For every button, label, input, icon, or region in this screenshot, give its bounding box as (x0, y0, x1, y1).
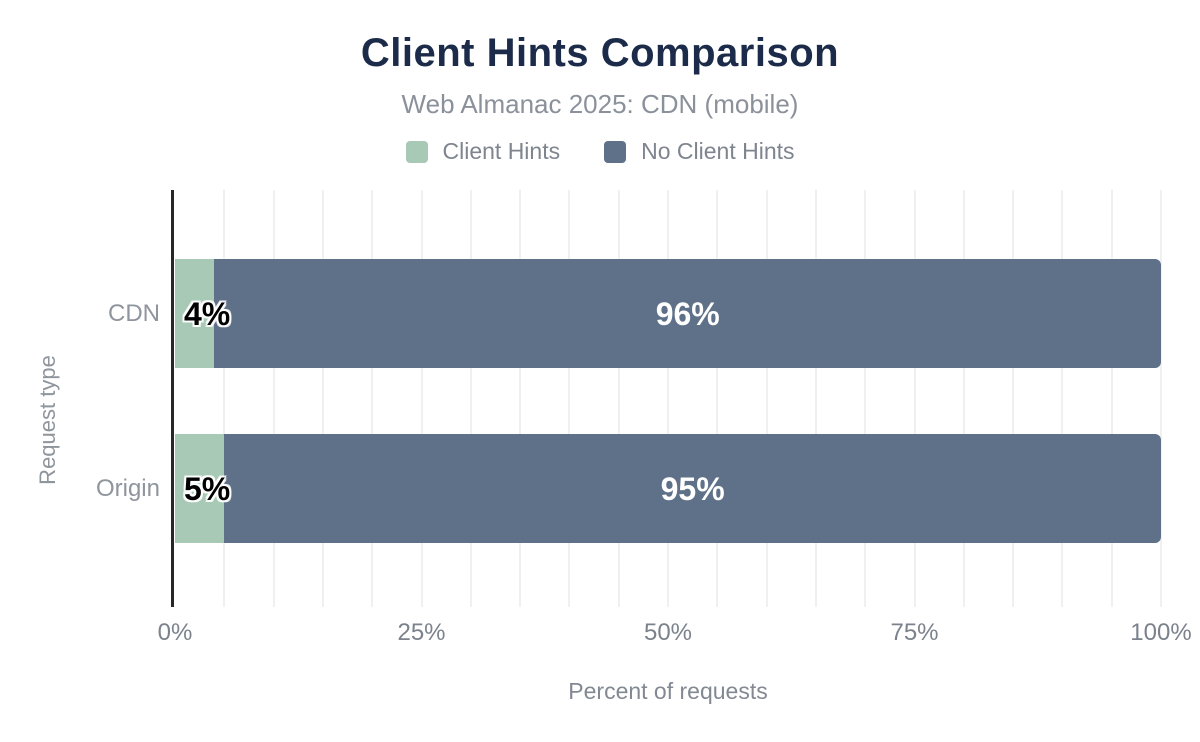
gridline (1160, 190, 1162, 607)
gridline (272, 190, 275, 607)
x-tick-label: 25% (397, 619, 446, 646)
gridline (1110, 190, 1113, 607)
gridline (420, 190, 423, 607)
legend-swatch-no-client-hints (604, 140, 627, 163)
gridline (814, 190, 817, 607)
y-axis-line (171, 190, 174, 607)
legend: Client Hints No Client Hints (0, 138, 1200, 165)
x-tick-label: 0% (157, 619, 193, 646)
gridline (1061, 190, 1064, 607)
x-tick-label: 100% (1130, 619, 1192, 646)
gridline (617, 190, 620, 607)
bar-row-cdn: 4% 96% (175, 259, 1161, 368)
bar-segment-origin-no-client-hints: 95% (224, 434, 1161, 543)
chart-title: Client Hints Comparison (360, 31, 840, 75)
gridline (223, 190, 226, 607)
gridline (716, 190, 719, 607)
legend-label-no-client-hints: No Client Hints (641, 138, 795, 164)
legend-swatch-client-hints (405, 140, 428, 163)
category-label-origin: Origin (95, 474, 160, 502)
bar-value-label: 5% (184, 470, 231, 507)
gridline (371, 190, 374, 607)
gridline (667, 190, 669, 607)
chart-subtitle: Web Almanac 2025: CDN (mobile) (401, 89, 799, 119)
category-label-cdn: CDN (108, 299, 160, 327)
bar-segment-cdn-client-hints: 4% (175, 259, 230, 368)
bar-value-label: 96% (655, 295, 720, 332)
gridline (568, 190, 571, 607)
bar-segment-cdn-no-client-hints: 96% (214, 259, 1161, 368)
gridline (864, 190, 867, 607)
plot-area: 4% 96% 5% 95% 0% 25% 50% 75% 100% (158, 190, 1192, 646)
legend-item-no-client-hints: No Client Hints (604, 138, 795, 165)
gridline (321, 190, 324, 607)
gridline (962, 190, 965, 607)
gridline (913, 190, 916, 607)
x-axis-tick-labels: 0% 25% 50% 75% 100% (158, 190, 1192, 646)
gridline (469, 190, 472, 607)
bar-row-origin: 5% 95% (175, 434, 1161, 543)
gridline (765, 190, 768, 607)
x-axis-title: Percent of requests (568, 678, 768, 704)
legend-item-client-hints: Client Hints (405, 138, 561, 165)
x-tick-label: 50% (643, 619, 693, 646)
gridline (519, 190, 522, 607)
bar-value-label: 95% (660, 470, 725, 507)
bar-value-label: 4% (184, 295, 231, 332)
legend-label-client-hints: Client Hints (442, 138, 561, 164)
gridline (1012, 190, 1015, 607)
x-tick-label: 75% (890, 619, 939, 646)
gridlines (175, 190, 1162, 607)
bar-segment-origin-client-hints: 5% (175, 434, 230, 543)
